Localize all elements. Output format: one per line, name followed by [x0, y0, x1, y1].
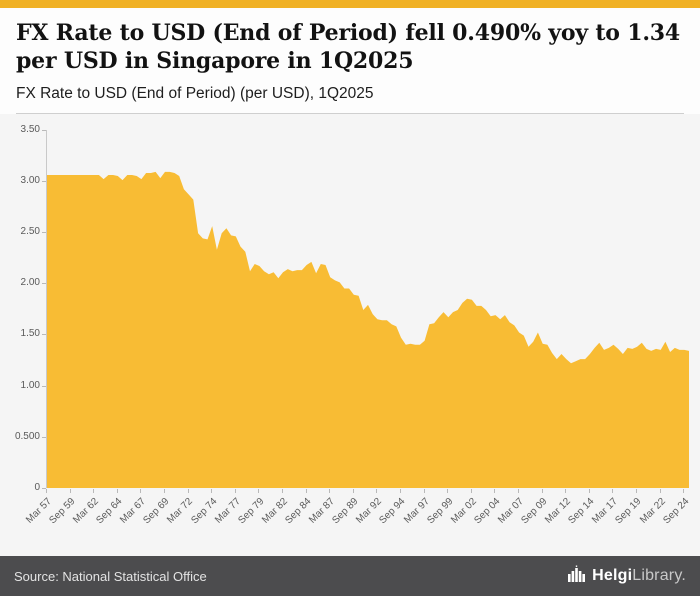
chart-header: FX Rate to USD (End of Period) fell 0.49…	[0, 8, 700, 114]
x-tick-mark	[636, 488, 638, 493]
y-tick-label: 0.500	[14, 430, 40, 442]
x-tick-label: Sep 69	[141, 495, 172, 527]
accent-top-bar	[0, 0, 700, 8]
y-tick-label: 2.00	[20, 277, 40, 289]
chart-plot	[46, 129, 689, 488]
logo-text-library: Library.	[632, 567, 686, 584]
x-tick-mark	[565, 488, 567, 493]
x-tick-label: Sep 89	[330, 495, 361, 527]
x-tick-mark	[140, 488, 142, 493]
x-tick-mark	[93, 488, 95, 493]
y-tick-label: 3.00	[20, 175, 40, 187]
x-tick-mark	[588, 488, 590, 493]
x-tick-mark	[234, 488, 236, 493]
x-tick-label: Mar 97	[401, 495, 432, 526]
x-tick-label: Sep 14	[566, 495, 597, 527]
x-tick-mark	[470, 488, 472, 493]
x-tick-label: Sep 19	[613, 495, 644, 527]
y-tick-mark	[42, 436, 46, 438]
footer-bar: Source: National Statistical Office Helg…	[0, 556, 700, 596]
x-tick-label: Sep 94	[377, 495, 408, 527]
y-tick-mark	[42, 181, 46, 183]
x-tick-label: Mar 22	[637, 495, 668, 526]
x-tick-label: Sep 04	[472, 495, 503, 527]
x-tick-mark	[211, 488, 213, 493]
y-tick-label: 0	[34, 481, 40, 493]
x-tick-mark	[352, 488, 354, 493]
x-tick-label: Sep 79	[236, 495, 267, 527]
x-tick-label: Sep 84	[283, 495, 314, 527]
x-tick-mark	[329, 488, 331, 493]
chart-area: 0 0.500 1.00 1.50 2.00 2.50 3.00 3.50 Mar 57 Sep …	[0, 113, 700, 556]
x-tick-mark	[683, 488, 685, 493]
x-tick-mark	[494, 488, 496, 493]
y-tick-mark	[42, 385, 46, 387]
x-tick-mark	[282, 488, 284, 493]
x-tick-mark	[305, 488, 307, 493]
x-tick-mark	[518, 488, 520, 493]
helgi-library-logo: HelgiLibrary.	[567, 565, 686, 588]
y-tick-mark	[42, 232, 46, 234]
x-tick-label: Sep 59	[47, 495, 78, 527]
header-divider	[16, 112, 684, 114]
x-tick-label: Sep 09	[519, 495, 550, 527]
x-tick-mark	[46, 488, 47, 493]
x-tick-mark	[69, 488, 71, 493]
y-tick-label: 1.00	[20, 379, 40, 391]
x-tick-mark	[376, 488, 378, 493]
x-tick-mark	[659, 488, 661, 493]
x-tick-mark	[612, 488, 614, 493]
y-tick-mark	[42, 334, 46, 336]
y-tick-label: 3.50	[20, 123, 40, 135]
y-tick-mark	[42, 283, 46, 285]
x-tick-mark	[164, 488, 165, 493]
y-tick-mark	[42, 129, 46, 131]
page-title: FX Rate to USD (End of Period) fell 0.49…	[16, 20, 681, 74]
x-tick-mark	[116, 488, 118, 493]
logo-text: HelgiLibrary.	[592, 567, 686, 585]
x-tick-label: Sep 64	[94, 495, 125, 527]
x-tick-label: Sep 74	[188, 495, 219, 527]
area-chart-svg	[47, 171, 689, 488]
chart-subtitle: FX Rate to USD (End of Period) (per USD)…	[16, 84, 374, 102]
area-series	[47, 171, 689, 488]
logo-bars-icon	[567, 565, 586, 588]
x-tick-mark	[423, 488, 425, 493]
x-tick-mark	[447, 488, 449, 493]
x-tick-mark	[541, 488, 543, 493]
source-label: Source: National Statistical Office	[14, 568, 207, 584]
x-tick-mark	[400, 488, 402, 493]
x-tick-mark	[258, 488, 260, 493]
x-tick-label: Mar 72	[165, 495, 196, 526]
x-tick-mark	[187, 488, 189, 493]
y-tick-label: 2.50	[20, 226, 40, 238]
y-tick-mark	[42, 487, 46, 489]
logo-text-helgi: Helgi	[592, 567, 633, 584]
y-tick-label: 1.50	[20, 328, 40, 340]
